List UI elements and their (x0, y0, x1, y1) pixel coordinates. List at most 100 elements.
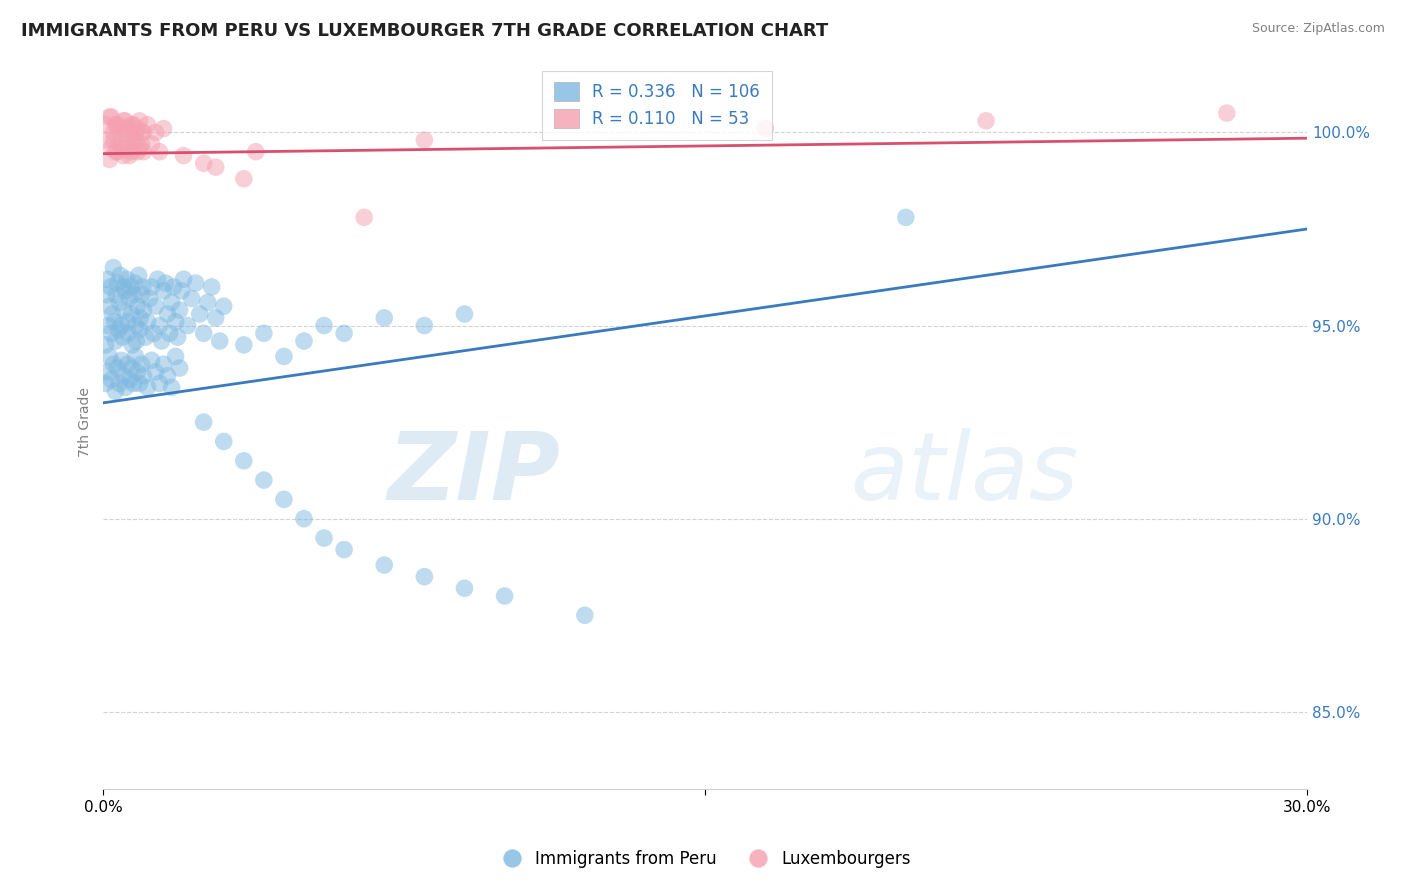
Point (353, 211, 375, 225)
Point (122, 287, 145, 301)
Point (312, 531, 335, 545)
Point (165, 350, 187, 364)
Point (114, 284, 136, 298)
Point (101, 307, 124, 321)
Point (117, 121, 139, 136)
Point (132, 303, 155, 318)
Point (114, 136, 136, 151)
Point (129, 310, 152, 325)
Point (100, 141, 122, 155)
Point (105, 287, 128, 301)
Point (98, 350, 121, 364)
Point (94, 118, 117, 132)
Point (212, 299, 235, 313)
Point (165, 315, 187, 329)
Point (110, 318, 132, 333)
Point (131, 287, 153, 301)
Point (121, 145, 143, 159)
Point (974, 113, 997, 128)
Point (100, 326, 122, 341)
Point (127, 145, 149, 159)
Point (103, 260, 125, 275)
Point (124, 318, 146, 333)
Point (155, 276, 177, 290)
Point (108, 376, 131, 391)
Point (173, 272, 195, 286)
Legend: R = 0.336   N = 106, R = 0.110   N = 53: R = 0.336 N = 106, R = 0.110 N = 53 (543, 70, 772, 140)
Point (169, 303, 191, 318)
Point (96, 287, 118, 301)
Point (148, 318, 170, 333)
Point (107, 322, 129, 336)
Point (125, 334, 148, 348)
Point (166, 330, 188, 344)
Point (104, 315, 127, 329)
Point (253, 473, 276, 487)
Point (98, 153, 121, 167)
Point (253, 326, 276, 341)
Point (118, 292, 141, 306)
Point (193, 415, 215, 429)
Y-axis label: 7th Grade: 7th Grade (79, 387, 93, 457)
Point (574, 608, 596, 623)
Point (201, 280, 224, 294)
Point (180, 292, 202, 306)
Point (103, 357, 125, 371)
Point (118, 125, 141, 139)
Point (121, 338, 143, 352)
Point (138, 292, 160, 306)
Point (94, 338, 117, 352)
Point (141, 136, 163, 151)
Point (108, 136, 131, 151)
Point (121, 307, 143, 321)
Point (94, 376, 117, 391)
Point (110, 353, 132, 368)
Point (124, 350, 146, 364)
Point (107, 361, 129, 376)
Point (148, 376, 170, 391)
Point (208, 334, 231, 348)
Point (128, 141, 150, 155)
Point (156, 307, 179, 321)
Point (117, 141, 139, 155)
Point (128, 376, 150, 391)
Point (212, 434, 235, 449)
Point (121, 118, 143, 132)
Text: Source: ZipAtlas.com: Source: ZipAtlas.com (1251, 22, 1385, 36)
Point (131, 357, 153, 371)
Point (103, 125, 125, 139)
Point (110, 268, 132, 283)
Point (150, 334, 173, 348)
Point (97, 318, 120, 333)
Point (98, 299, 121, 313)
Point (121, 361, 143, 376)
Point (156, 368, 179, 383)
Point (413, 133, 436, 147)
Point (112, 113, 135, 128)
Point (373, 558, 395, 572)
Point (127, 299, 149, 313)
Point (204, 160, 226, 174)
Point (107, 145, 129, 159)
Point (100, 280, 122, 294)
Point (122, 376, 145, 391)
Point (453, 307, 475, 321)
Point (273, 350, 295, 364)
Point (413, 569, 436, 583)
Point (127, 121, 149, 136)
Point (124, 133, 146, 147)
Point (148, 145, 170, 159)
Point (136, 380, 159, 394)
Point (145, 299, 167, 313)
Point (204, 310, 226, 325)
Point (110, 121, 132, 136)
Point (124, 125, 146, 139)
Point (112, 368, 135, 383)
Point (115, 272, 138, 286)
Point (110, 141, 132, 155)
Point (136, 315, 159, 329)
Point (100, 110, 122, 124)
Point (333, 326, 356, 341)
Point (117, 357, 139, 371)
Point (333, 542, 356, 557)
